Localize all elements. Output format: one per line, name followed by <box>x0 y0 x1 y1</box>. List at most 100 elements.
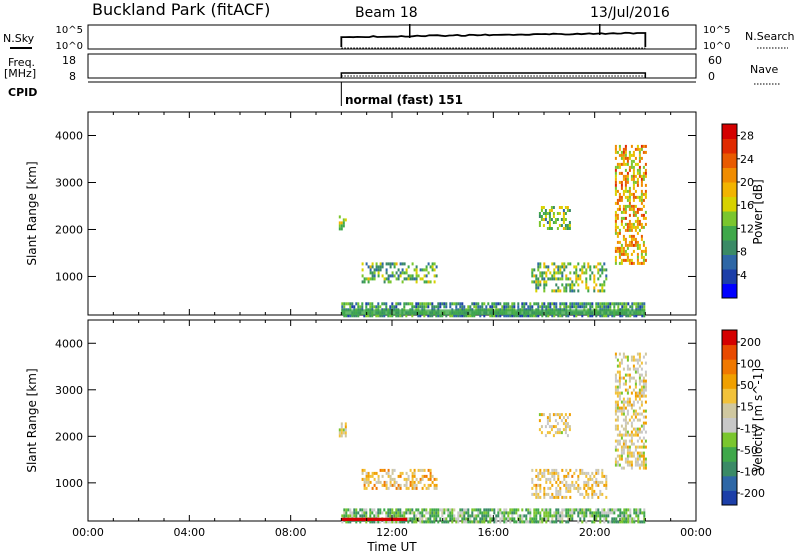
echo-cell <box>597 271 600 275</box>
echo-cell <box>457 520 460 524</box>
echo-cell <box>626 174 629 178</box>
echo-cell <box>407 274 410 278</box>
echo-cell <box>479 508 482 512</box>
echo-cell <box>562 218 565 221</box>
echo-cell <box>543 514 546 518</box>
echo-cell <box>626 364 629 368</box>
echo-cell <box>419 480 422 484</box>
echo-cell <box>636 183 639 187</box>
echo-cell <box>547 514 550 518</box>
echo-cell <box>521 314 524 318</box>
echo-cell <box>551 471 554 475</box>
echo-cell <box>421 302 424 306</box>
cpid-label: CPID <box>8 86 37 99</box>
y-tick-label: 2000 <box>55 223 83 236</box>
echo-cell <box>342 218 345 222</box>
echo-cell <box>558 416 561 420</box>
echo-cell <box>553 495 556 499</box>
echo-cell <box>383 277 386 281</box>
echo-cell <box>563 268 566 272</box>
echo-cell <box>395 314 398 318</box>
noise-strip-frame <box>87 24 697 50</box>
echo-cell <box>621 517 624 521</box>
echo-cell <box>383 468 386 472</box>
echo-cell <box>632 418 635 422</box>
echo-cell <box>347 314 350 318</box>
echo-cell <box>616 460 619 464</box>
echo-cell <box>391 314 394 318</box>
echo-cell <box>567 262 570 266</box>
colorbar-segment <box>722 124 737 139</box>
echo-cell <box>557 289 560 293</box>
echo-cell <box>363 277 366 281</box>
echo-cell <box>405 471 408 475</box>
echo-cell <box>624 168 627 172</box>
echo-cell <box>549 514 552 518</box>
echo-cell <box>445 302 448 306</box>
echo-cell <box>499 517 502 521</box>
echo-cell <box>371 271 374 275</box>
echo-cell <box>555 468 558 472</box>
echo-cell <box>622 210 625 214</box>
echo-cell <box>622 234 625 238</box>
echo-cell <box>473 517 476 521</box>
echo-cell <box>507 517 510 521</box>
echo-cell <box>553 274 556 278</box>
echo-cell <box>443 305 446 309</box>
echo-cell <box>630 153 633 157</box>
echo-cell <box>511 514 514 518</box>
echo-cell <box>591 471 594 475</box>
echo-cell <box>605 486 608 490</box>
echo-cell <box>581 468 584 472</box>
echo-cell <box>626 448 629 452</box>
echo-cell <box>503 511 506 515</box>
echo-cell <box>459 511 462 515</box>
echo-cell <box>587 508 590 512</box>
echo-cell <box>587 262 590 266</box>
echo-cell <box>644 463 647 467</box>
echo-cell <box>545 283 548 287</box>
echo-cell <box>642 388 645 392</box>
echo-cell <box>351 511 354 515</box>
echo-cell <box>575 274 578 278</box>
noise-tick-bottom-left: 10^0 <box>56 41 83 52</box>
echo-cell <box>621 314 624 318</box>
echo-cell <box>611 314 614 318</box>
echo-cell <box>555 520 558 524</box>
echo-cell <box>607 511 610 515</box>
echo-cell <box>555 265 558 269</box>
echo-cell <box>616 463 619 467</box>
echo-cell <box>367 474 370 478</box>
echo-cell <box>365 474 368 478</box>
echo-cell <box>344 218 347 222</box>
echo-cell <box>626 454 629 458</box>
echo-cell <box>344 422 347 426</box>
echo-cell <box>591 520 594 524</box>
echo-cell <box>431 480 434 484</box>
echo-cell <box>355 302 358 306</box>
echo-cell <box>393 514 396 518</box>
echo-cell <box>640 189 643 193</box>
echo-cell <box>605 268 608 272</box>
echo-cell <box>617 305 620 309</box>
echo-cell <box>569 483 572 487</box>
echo-cell <box>551 274 554 278</box>
echo-cell <box>628 448 631 452</box>
echo-cell <box>437 314 440 318</box>
echo-cell <box>507 511 510 515</box>
echo-cell <box>603 508 606 512</box>
echo-cell <box>640 195 643 199</box>
echo-cell <box>603 483 606 487</box>
echo-cell <box>531 271 534 275</box>
echo-cell <box>545 492 548 496</box>
echo-cell <box>624 388 627 392</box>
echo-cell <box>559 517 562 521</box>
echo-cell <box>585 492 588 496</box>
echo-cell <box>556 422 559 426</box>
echo-cell <box>541 517 544 521</box>
echo-cell <box>614 391 617 395</box>
echo-cell <box>539 265 542 269</box>
echo-cell <box>614 457 617 461</box>
echo-cell <box>636 240 639 244</box>
echo-cell <box>642 213 645 217</box>
